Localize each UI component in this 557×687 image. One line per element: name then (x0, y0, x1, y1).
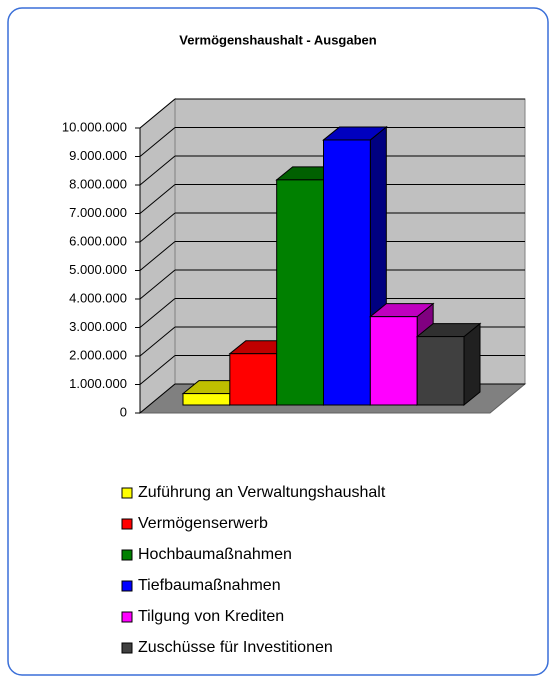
grid-line (139, 355, 176, 385)
grid-line (139, 298, 176, 328)
y-tick-label: 0 (120, 404, 127, 419)
grid-line (139, 241, 176, 271)
grid-line (139, 383, 176, 414)
y-tick-label: 1.000.000 (69, 376, 127, 391)
bar (229, 353, 278, 406)
grid-line (139, 98, 176, 129)
y-tick-label: 4.000.000 (69, 290, 127, 305)
bar (276, 179, 324, 406)
bar (323, 139, 371, 406)
legend-swatch (121, 487, 133, 499)
bar (182, 393, 231, 406)
legend-swatch (121, 549, 133, 561)
legend-label: Zuschüsse für Investitionen (138, 639, 333, 656)
grid-line (139, 212, 176, 243)
legend-label: Hochbaumaßnahmen (138, 546, 292, 563)
legend-swatch (121, 642, 133, 654)
legend-swatch (121, 580, 133, 592)
grid-line (139, 155, 176, 186)
y-tick-label: 7.000.000 (69, 205, 127, 220)
legend-label: Tilgung von Krediten (138, 608, 284, 625)
y-tick-label: 8.000.000 (69, 176, 127, 191)
legend-swatch (121, 611, 133, 623)
grid-line (139, 326, 176, 357)
legend-label: Vermögenserwerb (138, 515, 268, 532)
y-tick-label: 6.000.000 (69, 233, 127, 248)
y-tick-label: 5.000.000 (69, 262, 127, 277)
grid-line (139, 184, 176, 214)
y-tick-label: 10.000.000 (62, 119, 127, 134)
bar (416, 336, 465, 406)
legend-label: Zuführung an Verwaltungshaushalt (138, 484, 386, 501)
chart-title: Vermögenshaushalt - Ausgaben (179, 32, 377, 47)
legend-swatch (121, 518, 133, 530)
bar-side (463, 322, 481, 407)
y-tick-label: 3.000.000 (69, 319, 127, 334)
grid-line (139, 127, 176, 157)
grid-line (139, 269, 176, 300)
bar (369, 316, 418, 406)
legend-label: Tiefbaumaßnahmen (138, 577, 281, 594)
y-tick-label: 9.000.000 (69, 148, 127, 163)
y-tick-label: 2.000.000 (69, 347, 127, 362)
